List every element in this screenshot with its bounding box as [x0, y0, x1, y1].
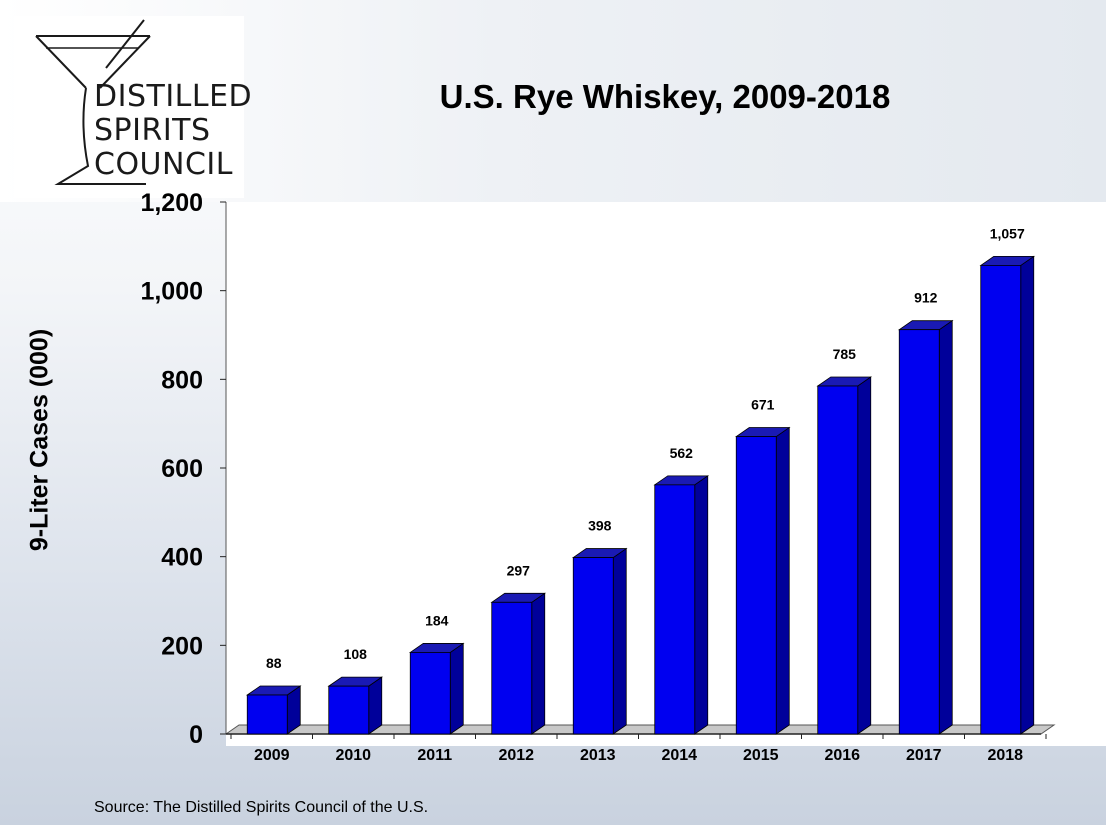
- data-label: 297: [507, 562, 531, 578]
- x-tick-label: 2011: [417, 747, 452, 764]
- y-tick-label: 200: [161, 632, 203, 660]
- x-tick-label: 2009: [254, 747, 290, 764]
- bar-side: [857, 376, 872, 735]
- bar-side: [531, 592, 546, 735]
- bar-side: [368, 676, 383, 735]
- x-tick-label: 2014: [661, 747, 697, 764]
- bar: [980, 264, 1022, 735]
- x-tick-label: 2015: [743, 747, 779, 764]
- y-tick-label: 0: [189, 721, 203, 749]
- bar: [898, 329, 940, 735]
- data-label: 1,057: [990, 225, 1025, 241]
- bar: [735, 436, 777, 735]
- logo-text: DISTILLED SPIRITS COUNCIL: [94, 80, 252, 182]
- bar: [409, 652, 451, 735]
- x-tick-label: 2013: [580, 747, 616, 764]
- distilled-spirits-council-logo: DISTILLED SPIRITS COUNCIL: [14, 16, 252, 198]
- bar: [654, 484, 696, 735]
- x-tick-label: 2010: [335, 747, 371, 764]
- data-label: 108: [344, 646, 368, 662]
- bar: [328, 685, 370, 735]
- logo-line-1: DISTILLED: [94, 79, 253, 114]
- bar: [246, 694, 288, 735]
- bar-side: [938, 319, 953, 735]
- chart-title: U.S. Rye Whiskey, 2009-2018: [439, 78, 891, 115]
- data-label: 398: [588, 518, 612, 534]
- y-tick-label: 1,200: [140, 189, 203, 217]
- bar: [491, 601, 533, 735]
- bar: [572, 557, 614, 735]
- x-tick-label: 2017: [906, 747, 942, 764]
- x-tick-label: 2016: [824, 747, 860, 764]
- bar-side: [1020, 255, 1035, 735]
- martini-glass-icon: [35, 19, 151, 185]
- y-tick-label: 400: [161, 544, 203, 572]
- bar-side: [449, 642, 464, 735]
- data-label: 184: [425, 612, 449, 628]
- logo-line-2: SPIRITS: [94, 113, 211, 148]
- x-tick-label: 2018: [987, 747, 1023, 764]
- logo-line-3: COUNCIL: [94, 147, 233, 182]
- y-tick-label: 800: [161, 366, 203, 394]
- bar: [817, 385, 859, 735]
- bar-side: [694, 475, 709, 735]
- data-label: 785: [833, 346, 857, 362]
- bar-side: [775, 426, 790, 735]
- bar-side: [612, 547, 627, 735]
- data-label: 88: [266, 655, 282, 671]
- data-label: 562: [670, 445, 694, 461]
- y-tick-label: 1,000: [140, 278, 203, 306]
- x-tick-label: 2012: [498, 747, 534, 764]
- data-label: 671: [751, 397, 775, 413]
- data-label: 912: [914, 290, 938, 306]
- y-tick-label: 600: [161, 455, 203, 483]
- source-note: Source: The Distilled Spirits Council of…: [94, 799, 429, 816]
